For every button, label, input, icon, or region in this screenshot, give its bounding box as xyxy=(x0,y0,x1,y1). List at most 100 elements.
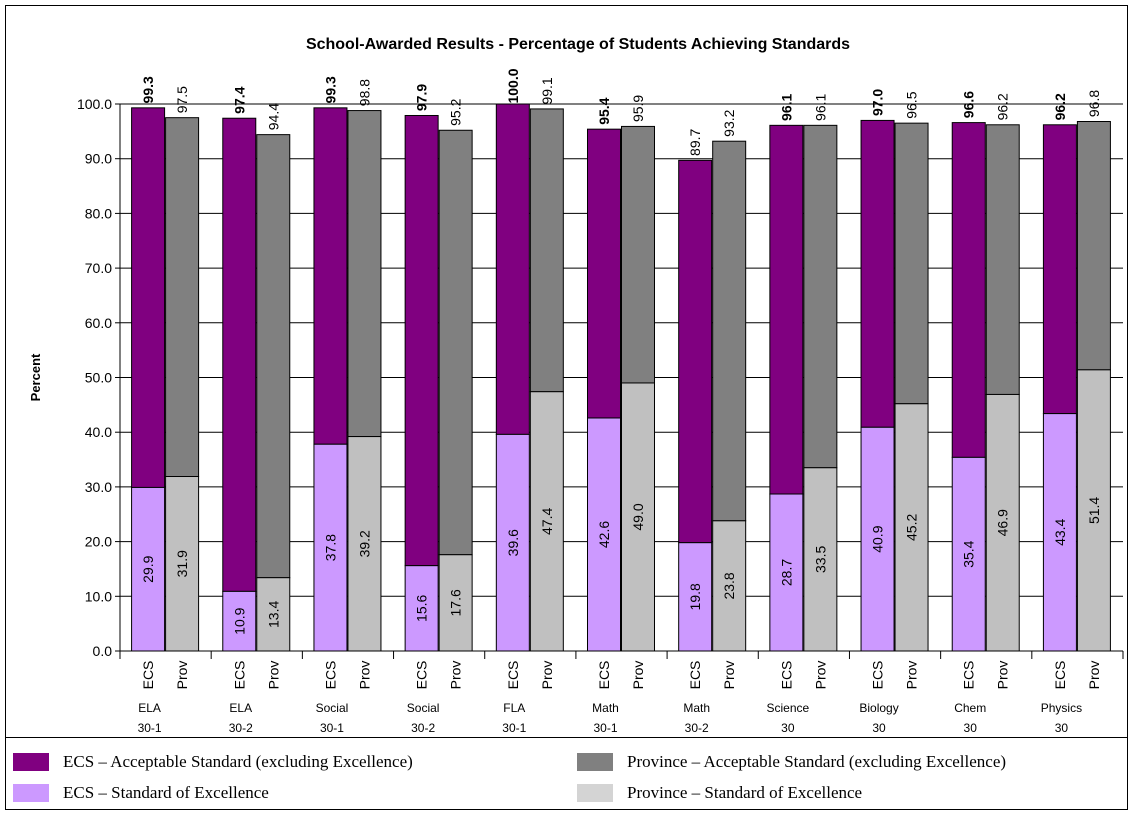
prov-acceptable-bar xyxy=(712,140,747,522)
ecs-acceptable-bar xyxy=(860,119,895,428)
prov-total-label: 95.2 xyxy=(448,98,464,125)
prov-excellence-bar xyxy=(529,391,564,652)
ecs-excellence-bar xyxy=(222,590,257,652)
ecs-group-label: ECS xyxy=(231,661,247,690)
ecs-excellence-bar xyxy=(678,542,713,652)
prov-excellence-bar xyxy=(347,436,382,652)
ecs-excellence-label: 19.8 xyxy=(687,583,703,610)
y-tick-label: 70.0 xyxy=(85,260,112,276)
y-tick-label: 50.0 xyxy=(85,370,112,386)
prov-acceptable-bar xyxy=(347,110,382,438)
ecs-acceptable-bar xyxy=(495,103,530,435)
ecs-acceptable-bar xyxy=(404,114,439,567)
prov-excellence-bar xyxy=(803,467,838,652)
category-label: 30 xyxy=(781,721,795,735)
prov-acceptable-bar xyxy=(529,108,564,393)
prov-group-label: Prov xyxy=(1086,661,1102,690)
category-label: 30-1 xyxy=(320,721,344,735)
prov-excellence-label: 51.4 xyxy=(1086,497,1102,524)
ecs-total-label: 97.4 xyxy=(231,86,247,113)
ecs-group-label: ECS xyxy=(778,661,794,690)
ecs-total-label: 96.2 xyxy=(1052,93,1068,120)
ecs-group-label: ECS xyxy=(414,661,430,690)
y-tick-label: 80.0 xyxy=(85,205,112,221)
ecs-excellence-bar xyxy=(587,417,621,652)
ecs-excellence-label: 39.6 xyxy=(505,529,521,556)
y-tick-label: 40.0 xyxy=(85,424,112,440)
prov-excellence-label: 49.0 xyxy=(630,503,646,530)
prov-acceptable-bar xyxy=(165,117,200,478)
prov-group-label: Prov xyxy=(448,661,464,690)
prov-excellence-label: 46.9 xyxy=(995,509,1011,536)
ecs-group-label: ECS xyxy=(505,661,521,690)
prov-group-label: Prov xyxy=(995,661,1011,690)
prov-total-label: 99.1 xyxy=(539,77,555,104)
prov-total-label: 95.9 xyxy=(630,95,646,122)
ecs-excellence-label: 37.8 xyxy=(322,534,338,561)
prov-total-label: 94.4 xyxy=(265,103,281,130)
legend-prov-excellence: Province – Standard of Excellence xyxy=(577,782,862,804)
ecs-total-label: 95.4 xyxy=(596,97,612,124)
prov-acceptable-bar xyxy=(621,125,655,384)
prov-group-label: Prov xyxy=(356,661,372,690)
category-label: FLA xyxy=(503,701,525,715)
ecs-excellence-bar xyxy=(313,443,348,652)
ecs-group-label: ECS xyxy=(140,661,156,690)
legend-swatch-prov-excellence xyxy=(577,784,613,802)
category-label: Social xyxy=(316,701,349,715)
chart-frame xyxy=(5,5,1128,810)
ecs-total-label: 99.3 xyxy=(322,76,338,103)
prov-excellence-label: 45.2 xyxy=(904,514,920,541)
ecs-excellence-bar xyxy=(404,565,439,652)
prov-excellence-label: 13.4 xyxy=(265,601,281,628)
ecs-acceptable-bar xyxy=(1042,124,1077,415)
legend-label: ECS – Acceptable Standard (excluding Exc… xyxy=(63,752,413,771)
prov-acceptable-bar xyxy=(438,129,473,556)
prov-total-label: 96.1 xyxy=(812,93,828,120)
ecs-acceptable-bar xyxy=(131,107,166,488)
prov-group-label: Prov xyxy=(174,661,190,690)
ecs-excellence-label: 40.9 xyxy=(870,525,886,552)
legend-label: Province – Acceptable Standard (excludin… xyxy=(627,752,1007,771)
ecs-excellence-label: 10.9 xyxy=(231,607,247,634)
ecs-excellence-label: 29.9 xyxy=(140,555,156,582)
prov-total-label: 96.8 xyxy=(1086,90,1102,117)
prov-group-label: Prov xyxy=(812,661,828,690)
category-label: ELA xyxy=(138,701,161,715)
prov-acceptable-bar xyxy=(803,124,838,469)
category-label: 30-2 xyxy=(685,721,709,735)
ecs-excellence-bar xyxy=(495,433,530,652)
y-tick-label: 60.0 xyxy=(85,315,112,331)
prov-excellence-label: 17.6 xyxy=(448,589,464,616)
prov-group-label: Prov xyxy=(630,661,646,690)
prov-excellence-label: 23.8 xyxy=(721,572,737,599)
ecs-excellence-label: 43.4 xyxy=(1052,518,1068,545)
prov-acceptable-bar xyxy=(256,134,291,579)
ecs-acceptable-bar xyxy=(951,122,986,458)
y-axis-label: Percent xyxy=(28,353,43,401)
category-label: 30-1 xyxy=(502,721,526,735)
ecs-excellence-bar xyxy=(1042,413,1077,652)
legend-swatch-ecs-excellence xyxy=(13,784,49,802)
prov-excellence-bar xyxy=(894,403,929,652)
ecs-acceptable-bar xyxy=(222,117,257,592)
ecs-total-label: 89.7 xyxy=(687,129,703,156)
category-label: 30 xyxy=(872,721,886,735)
ecs-total-label: 97.0 xyxy=(870,89,886,116)
category-label: Math xyxy=(592,701,619,715)
ecs-excellence-bar xyxy=(131,486,166,652)
ecs-excellence-bar xyxy=(860,426,895,652)
prov-acceptable-bar xyxy=(985,124,1020,395)
y-tick-label: 90.0 xyxy=(85,151,112,167)
y-tick-label: 0.0 xyxy=(93,643,113,659)
category-label: 30-1 xyxy=(593,721,617,735)
category-label: ELA xyxy=(229,701,252,715)
category-label: 30-1 xyxy=(138,721,162,735)
prov-excellence-label: 33.5 xyxy=(812,546,828,573)
category-label: Chem xyxy=(954,701,986,715)
ecs-acceptable-bar xyxy=(313,107,348,445)
legend-prov-acceptable: Province – Acceptable Standard (excludin… xyxy=(577,751,1006,773)
legend-ecs-acceptable: ECS – Acceptable Standard (excluding Exc… xyxy=(13,751,413,773)
y-tick-label: 30.0 xyxy=(85,479,112,495)
